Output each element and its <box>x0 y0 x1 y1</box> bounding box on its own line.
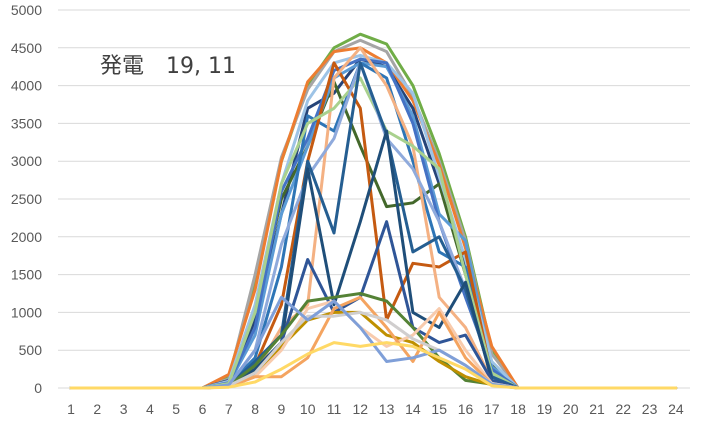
x-tick-label: 8 <box>251 401 259 417</box>
x-tick-label: 12 <box>353 401 369 417</box>
series-line-12 <box>69 76 678 390</box>
x-tick-label: 17 <box>484 401 500 417</box>
y-tick-label: 1000 <box>11 304 42 320</box>
y-tick-label: 4000 <box>11 78 42 94</box>
x-tick-label: 24 <box>668 401 684 417</box>
series-lines <box>69 32 678 390</box>
x-tick-label: 6 <box>199 401 207 417</box>
series-line-16 <box>69 220 678 390</box>
y-tick-label: 5000 <box>11 2 42 18</box>
y-tick-label: 4500 <box>11 40 42 56</box>
x-tick-label: 14 <box>405 401 421 417</box>
x-tick-label: 13 <box>379 401 395 417</box>
x-tick-label: 20 <box>563 401 579 417</box>
x-tick-label: 23 <box>642 401 658 417</box>
y-tick-label: 3000 <box>11 153 42 169</box>
y-tick-label: 0 <box>34 380 42 396</box>
y-tick-label: 2500 <box>11 191 42 207</box>
x-tick-label: 3 <box>120 401 128 417</box>
x-tick-label: 7 <box>225 401 233 417</box>
x-tick-label: 11 <box>327 401 342 417</box>
axes: 0 500 1000 1500 2000 2500 3000 3500 4000 4500 5000… <box>11 2 684 417</box>
x-tick-label: 18 <box>510 401 526 417</box>
x-tick-label: 4 <box>146 401 154 417</box>
gridlines <box>58 9 690 389</box>
y-tick-label: 500 <box>19 342 43 358</box>
x-tick-label: 15 <box>431 401 447 417</box>
x-tick-label: 22 <box>616 401 632 417</box>
x-tick-label: 2 <box>93 401 101 417</box>
x-tick-label: 21 <box>589 401 605 417</box>
series-line-10 <box>69 61 678 390</box>
series-line-23 <box>69 341 678 390</box>
chart-title: 発電 19, 11 <box>100 54 236 79</box>
x-tick-label: 16 <box>458 401 474 417</box>
x-tick-label: 1 <box>67 401 75 417</box>
x-tick-label: 5 <box>172 401 180 417</box>
x-tick-label: 10 <box>300 401 316 417</box>
y-tick-label: 3500 <box>11 115 42 131</box>
x-tick-label: 9 <box>278 401 286 417</box>
y-tick-label: 1500 <box>11 267 42 283</box>
y-tick-label: 2000 <box>11 229 42 245</box>
x-tick-label: 19 <box>537 401 553 417</box>
series-line-17 <box>69 292 678 390</box>
